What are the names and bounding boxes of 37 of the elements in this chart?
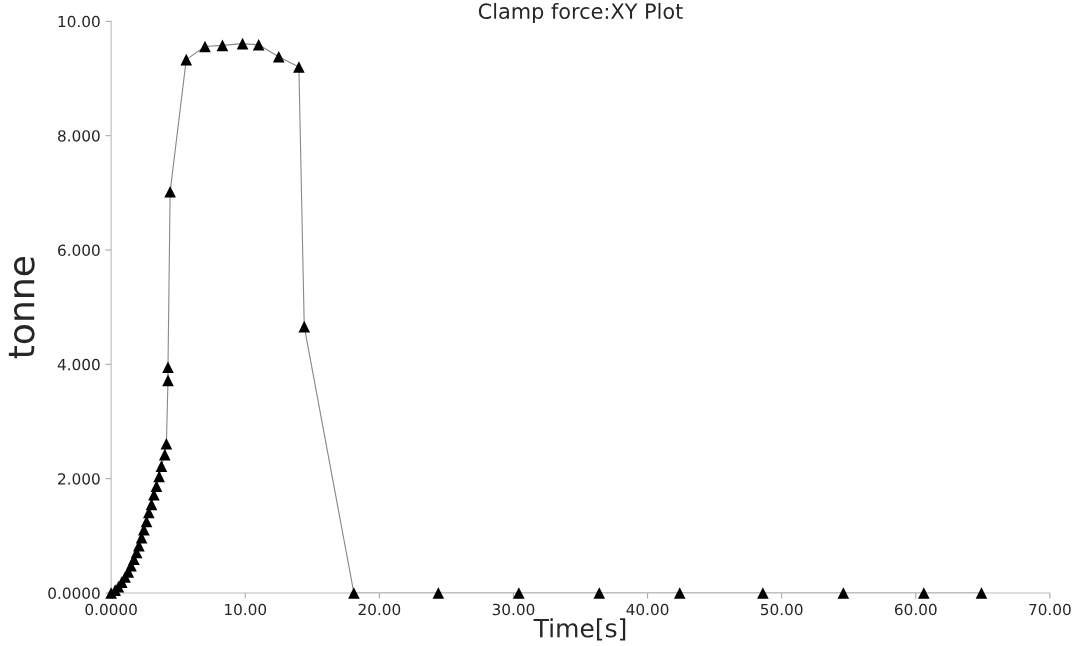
point [673, 587, 686, 599]
point [837, 587, 850, 599]
x-tick-label: 0.0000 [85, 603, 137, 616]
point [975, 587, 988, 599]
y-tick-label: 0.0000 [48, 587, 100, 600]
point [216, 39, 229, 52]
y-tick-label: 10.00 [58, 15, 100, 28]
point [513, 587, 525, 599]
point [180, 53, 193, 66]
point [432, 587, 445, 599]
y-tick-label: 8.000 [58, 130, 100, 142]
point [162, 361, 174, 374]
point [272, 50, 285, 63]
y-axis-title: tonne [8, 256, 35, 359]
point [158, 448, 171, 461]
point [298, 320, 311, 333]
x-tick-label: 70.00 [1029, 603, 1071, 616]
point [757, 587, 769, 599]
y-tick-label: 4.000 [57, 358, 100, 371]
x-tick-label: 60.00 [894, 603, 937, 616]
x-axis-title: Time[s] [533, 618, 626, 641]
point [160, 438, 173, 450]
point [252, 38, 265, 51]
point [918, 587, 930, 599]
point [236, 37, 249, 50]
chart-title: Clamp force:XY Plot [478, 2, 683, 24]
x-tick-label: 40.00 [626, 603, 669, 616]
x-tick-label: 30.00 [492, 603, 535, 616]
point [593, 587, 606, 599]
y-tick-label: 6.000 [58, 244, 100, 257]
x-tick-label: 50.00 [760, 603, 803, 616]
x-tick-label: 10.00 [225, 603, 267, 616]
x-tick-label: 20.00 [358, 603, 401, 616]
point [293, 61, 305, 73]
y-tick-label: 2.000 [58, 473, 100, 485]
point [155, 460, 168, 472]
point [348, 587, 360, 599]
